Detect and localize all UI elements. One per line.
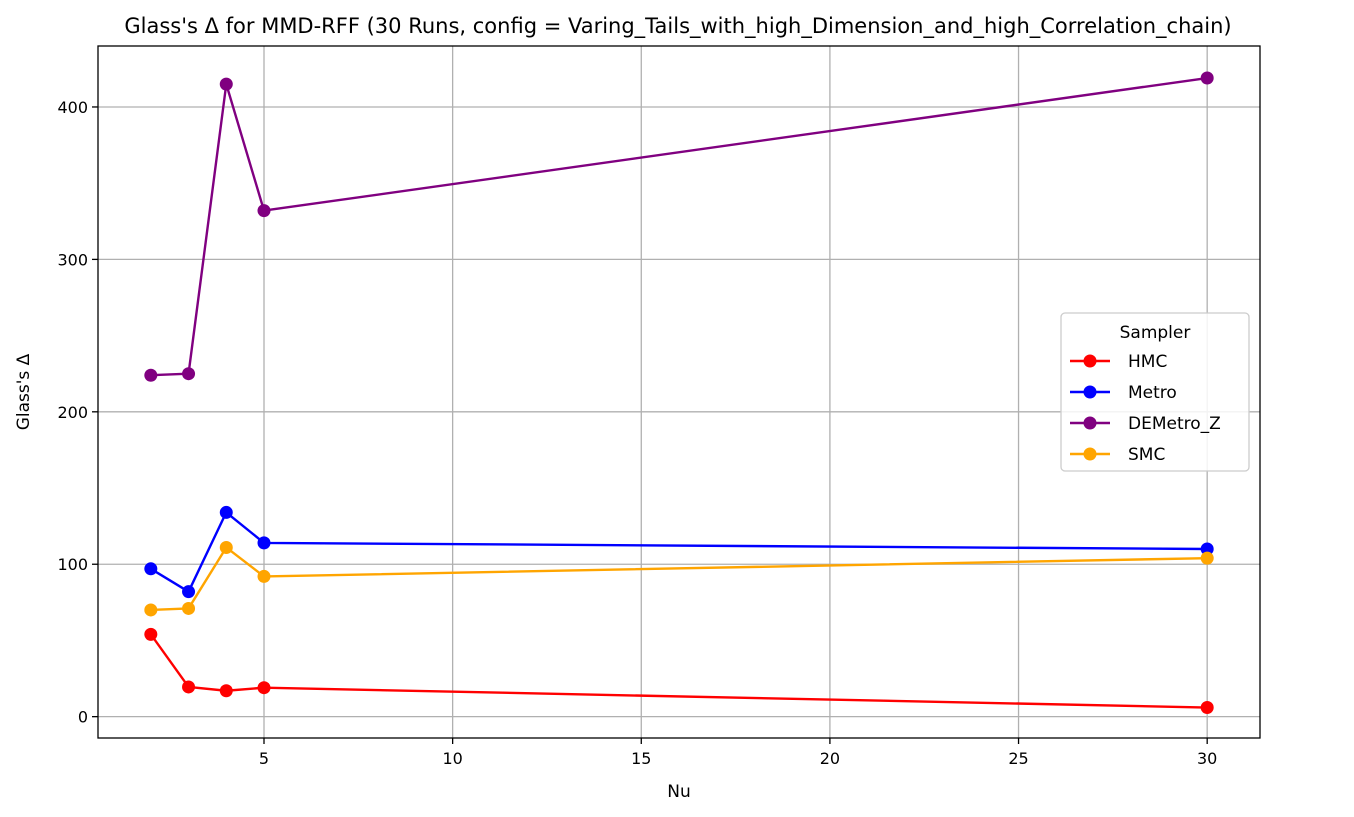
data-point [219, 540, 233, 554]
y-axis-label: Glass's Δ [14, 353, 34, 430]
chart-title: Glass's Δ for MMD-RFF (30 Runs, config =… [124, 14, 1231, 39]
legend-box [1060, 312, 1250, 472]
legend-label: Metro [1128, 383, 1177, 403]
series-line [150, 76, 1208, 377]
series-demetro-z [144, 71, 1214, 382]
data-point [144, 627, 158, 641]
legend-label: DEMetro_Z [1128, 414, 1221, 434]
data-point [1200, 71, 1214, 85]
x-tick-label: 25 [1008, 749, 1028, 768]
legend-label: HMC [1128, 352, 1167, 372]
legend-label: SMC [1128, 445, 1165, 465]
legend-swatch-marker [1083, 385, 1097, 399]
legend-title: Sampler [1120, 323, 1191, 343]
data-point [144, 368, 158, 382]
data-point [1200, 551, 1214, 565]
data-point [257, 204, 271, 218]
legend-item: HMC [1070, 352, 1167, 372]
series-line [150, 546, 1208, 612]
legend: Sampler HMC Metro DEMetro_Z SMC [1060, 312, 1250, 472]
data-point [182, 601, 196, 615]
series-line [150, 511, 1208, 593]
y-tick-label: 400 [57, 98, 88, 117]
data-point [1200, 542, 1214, 556]
legend-item: DEMetro_Z [1070, 414, 1221, 434]
y-tick-label: 100 [57, 555, 88, 574]
series-hmc [144, 627, 1214, 715]
y-tick-label: 0 [78, 708, 88, 727]
legend-swatch-marker [1083, 447, 1097, 461]
x-tick-label: 10 [442, 749, 462, 768]
legend-swatch-marker [1083, 354, 1097, 368]
data-point [1200, 701, 1214, 715]
data-point [182, 367, 196, 381]
data-point [144, 562, 158, 576]
data-point [257, 569, 271, 583]
data-point [182, 585, 196, 599]
x-tick-label: 20 [820, 749, 840, 768]
legend-swatch-marker [1083, 416, 1097, 430]
legend-item: Metro [1070, 383, 1177, 403]
x-axis: 5 10 15 20 25 30 [259, 738, 1217, 768]
series-metro [144, 505, 1214, 599]
data-point [219, 684, 233, 698]
legend-items: HMC Metro DEMetro_Z SMC [1070, 352, 1221, 465]
data-point [219, 505, 233, 519]
x-axis-label: Nu [667, 782, 691, 802]
data-point [144, 603, 158, 617]
y-tick-label: 200 [57, 403, 88, 422]
data-point [182, 680, 196, 694]
data-point [219, 77, 233, 91]
plot-frame [97, 45, 1261, 739]
data-point [257, 681, 271, 695]
x-tick-label: 30 [1197, 749, 1217, 768]
series-line [149, 633, 1208, 709]
series-smc [144, 540, 1214, 617]
data-point [257, 536, 271, 550]
x-tick-label: 5 [259, 749, 269, 768]
series-layer [144, 71, 1214, 715]
y-tick-label: 300 [57, 250, 88, 269]
legend-item: SMC [1070, 445, 1165, 465]
x-tick-label: 15 [631, 749, 651, 768]
y-axis: 0 100 200 300 400 [57, 98, 98, 727]
